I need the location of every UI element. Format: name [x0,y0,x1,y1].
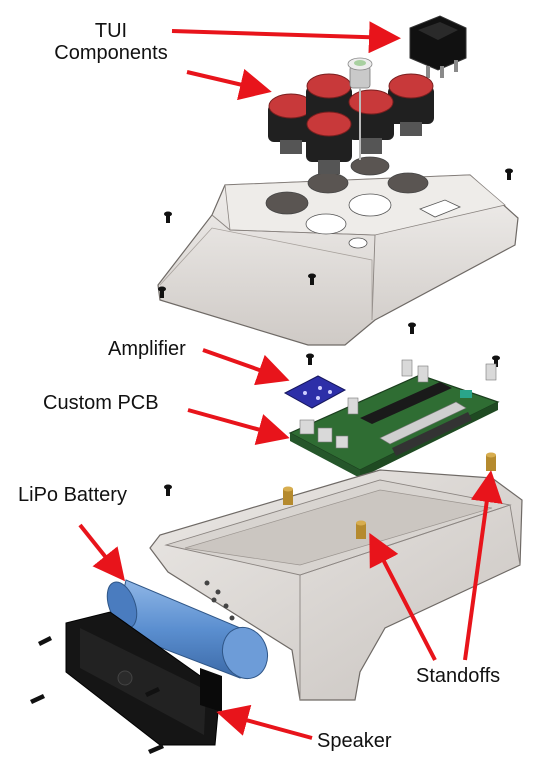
arcade-button [268,93,314,154]
arrow-tui-buttons [186,68,272,101]
screw-icon [505,168,513,180]
lid-hole [350,156,390,176]
label-tui-line1: TUI [94,20,128,42]
lipo-battery [106,579,269,680]
lid-hole [307,172,349,194]
callout-arrows [78,21,503,740]
arrow-pcb [187,408,290,446]
arrow-battery [78,523,125,582]
label-tui-line2: Components [54,42,168,64]
screw-icon [158,286,166,298]
custom-pcb [288,359,500,478]
screw-icon [30,694,45,704]
screw-icon [145,687,160,697]
label-speaker: Speaker [317,730,392,752]
arcade-button [388,73,434,136]
bottom-screws [30,636,164,754]
lid-switch-cutout [419,199,462,218]
lid-hole [348,237,368,249]
label-lipo-battery: LiPo Battery [18,484,127,506]
amplifier-board [283,375,347,409]
standoff [283,486,293,505]
screw-icon [164,211,172,223]
screw-icon [408,322,416,334]
base-enclosure [149,469,523,701]
rocker-switch [409,15,467,78]
arcade-buttons [268,57,434,174]
label-custom-pcb: Custom PCB [43,392,159,414]
lid-hole [305,213,347,235]
arcade-button [348,89,394,154]
arcade-button [306,111,352,174]
arrow-speaker [216,704,313,740]
arrow-standoff-2 [463,470,503,661]
lid-hole [348,193,392,217]
speaker [65,611,222,746]
arrow-amplifier [202,348,290,386]
screw-icon [308,273,316,285]
lid-hole [387,172,429,194]
screw-icon [492,355,500,367]
standoffs [283,452,496,539]
screws [158,168,513,496]
arrow-standoff-1 [369,532,437,661]
screw-icon [306,353,314,365]
top-lid [157,156,519,346]
arrow-tui-switch [171,21,401,54]
label-standoffs: Standoffs [416,665,501,687]
standoff [356,520,366,539]
lid-hole [265,191,309,215]
standoff [486,452,496,471]
screw-icon [148,744,164,754]
label-amplifier: Amplifier [108,338,186,360]
screw-icon [164,484,172,496]
screw-icon [38,636,52,646]
led-indicator [347,57,373,160]
label-tui-components: TUI Components [36,20,186,64]
